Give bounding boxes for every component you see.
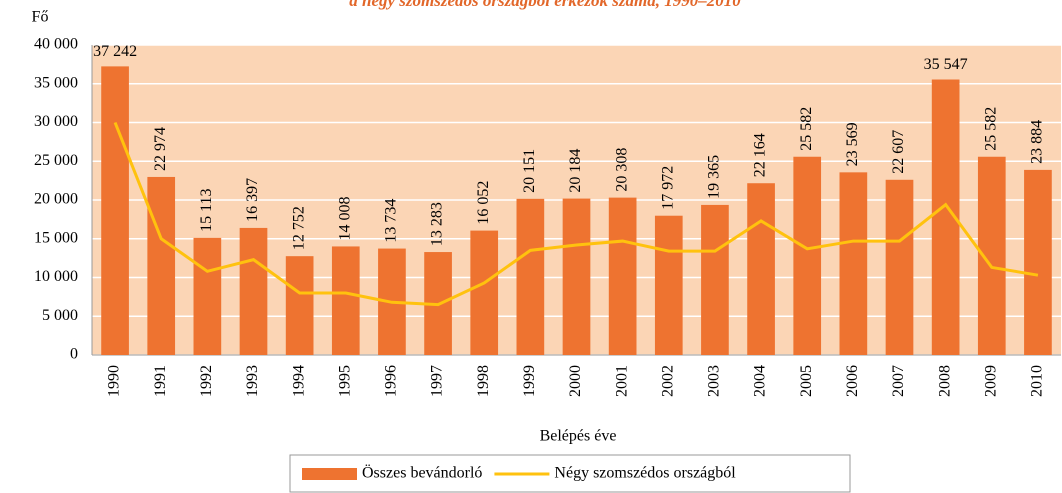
bar (239, 227, 268, 355)
x-tick-label: 2005 (798, 365, 815, 397)
x-tick-label: 2004 (752, 365, 769, 397)
data-label: 14 008 (336, 196, 353, 240)
data-label: 13 283 (429, 202, 446, 246)
x-axis-label: Belépés éve (540, 428, 617, 445)
x-tick-label: 2009 (982, 365, 999, 397)
data-label: 20 151 (521, 149, 538, 193)
y-tick-label: 15 000 (34, 229, 78, 246)
data-label: 22 974 (152, 127, 169, 171)
bar (654, 215, 683, 355)
y-tick-label: 35 000 (34, 74, 78, 91)
chart-title: a négy szomszédos országból érkezők szám… (349, 0, 741, 10)
data-label: 20 308 (613, 148, 630, 192)
legend-swatch (302, 468, 357, 480)
x-tick-label: 2003 (706, 365, 723, 397)
x-tick-label: 1999 (521, 365, 538, 397)
data-label: 12 752 (290, 206, 307, 250)
y-tick-label: 40 000 (34, 36, 78, 53)
data-label: 17 972 (659, 166, 676, 210)
legend-box (289, 454, 851, 493)
x-tick-label: 1997 (429, 365, 446, 397)
bar (516, 198, 545, 355)
x-tick-label: 1994 (290, 365, 307, 397)
data-label: 25 582 (982, 107, 999, 151)
x-tick-label: 2008 (936, 365, 953, 397)
x-tick-label: 2007 (890, 365, 907, 397)
bar (793, 156, 822, 355)
legend-label: Összes bevándorló (362, 464, 482, 482)
data-label: 16 397 (244, 178, 261, 222)
x-tick-label: 2010 (1029, 365, 1046, 397)
bar (193, 237, 222, 355)
y-axis-label: Fő (32, 9, 49, 26)
data-label: 35 547 (924, 56, 968, 73)
data-label: 19 365 (706, 155, 723, 199)
data-label: 37 242 (93, 43, 137, 60)
x-tick-label: 1998 (475, 365, 492, 397)
bar (1024, 169, 1052, 355)
y-tick-label: 25 000 (34, 152, 78, 169)
bar (608, 197, 637, 355)
x-tick-label: 1991 (152, 365, 169, 397)
data-label: 23 884 (1029, 120, 1046, 164)
data-label: 20 184 (567, 149, 584, 193)
bar (839, 172, 868, 355)
x-tick-label: 1992 (198, 365, 215, 397)
x-tick-label: 2000 (567, 365, 584, 397)
bar (331, 246, 360, 355)
x-tick-label: 1993 (244, 365, 261, 397)
y-tick-label: 10 000 (34, 268, 78, 285)
line (113, 121, 1039, 307)
data-label: 22 607 (890, 130, 907, 174)
bar (562, 198, 591, 355)
bar (747, 183, 775, 355)
y-tick-label: 0 (70, 346, 78, 363)
bar (470, 230, 499, 355)
data-label: 23 569 (844, 122, 861, 166)
x-tick-label: 2006 (844, 365, 861, 397)
x-tick-label: 1996 (383, 365, 400, 397)
data-label: 16 052 (475, 181, 492, 225)
x-tick-label: 2002 (659, 365, 676, 397)
data-label: 13 734 (383, 199, 400, 243)
data-label: 22 164 (752, 133, 769, 177)
data-label: 15 113 (198, 188, 215, 231)
bar (885, 179, 914, 355)
y-tick-label: 5 000 (42, 307, 78, 324)
y-tick-label: 30 000 (34, 113, 78, 130)
bar (701, 204, 729, 355)
data-label: 25 582 (798, 107, 815, 151)
x-tick-label: 2001 (613, 365, 630, 397)
legend-label: Négy szomszédos országból (554, 465, 736, 482)
x-tick-label: 1995 (336, 365, 353, 397)
x-tick-label: 1990 (106, 365, 123, 397)
bar (147, 176, 176, 355)
y-tick-label: 20 000 (34, 191, 78, 208)
bar (101, 66, 129, 355)
bar (285, 256, 314, 355)
